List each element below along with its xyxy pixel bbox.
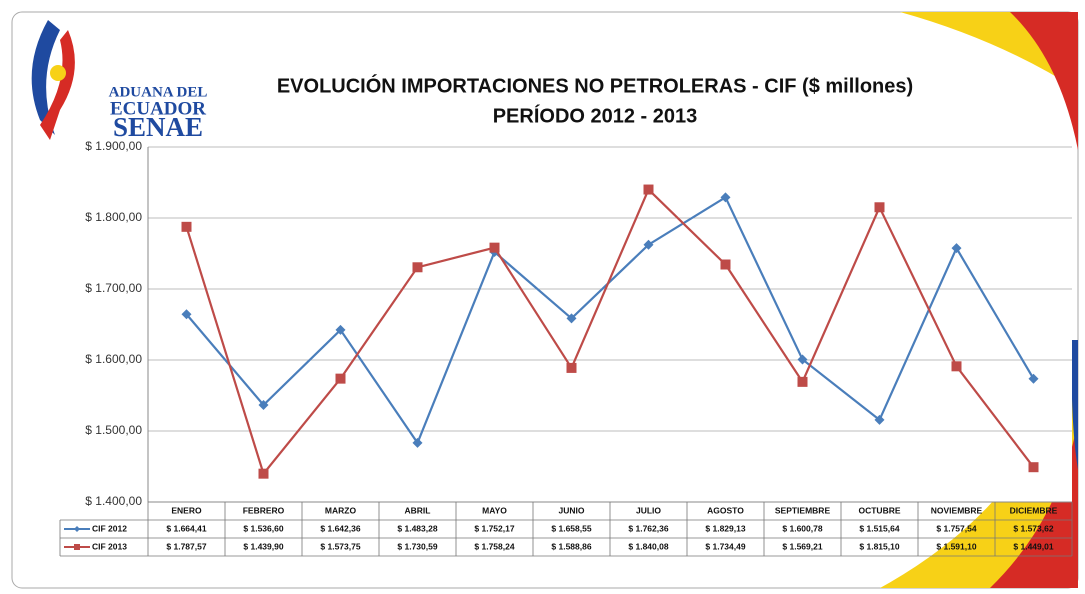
logo-sun bbox=[50, 65, 66, 81]
data-label: $ 1.787,57 bbox=[166, 541, 206, 551]
logo-text: SENAE bbox=[113, 112, 203, 142]
x-tick-label: OCTUBRE bbox=[858, 505, 900, 515]
x-tick-label: JUNIO bbox=[559, 505, 585, 515]
point bbox=[875, 202, 885, 212]
y-tick-label: $ 1.400,00 bbox=[85, 494, 142, 508]
plot-area bbox=[148, 147, 1072, 502]
y-tick-label: $ 1.900,00 bbox=[85, 139, 142, 153]
point bbox=[490, 243, 500, 253]
data-label: $ 1.730,59 bbox=[397, 541, 437, 551]
data-label: $ 1.573,62 bbox=[1013, 523, 1053, 533]
point bbox=[798, 377, 808, 387]
point bbox=[74, 544, 80, 550]
data-label: $ 1.573,75 bbox=[320, 541, 360, 551]
data-label: $ 1.840,08 bbox=[628, 541, 668, 551]
x-tick-label: ENERO bbox=[171, 505, 202, 515]
point bbox=[567, 363, 577, 373]
data-label: $ 1.762,36 bbox=[628, 523, 668, 533]
point bbox=[259, 469, 269, 479]
data-label: $ 1.591,10 bbox=[936, 541, 976, 551]
data-label: $ 1.734,49 bbox=[705, 541, 745, 551]
data-label: $ 1.829,13 bbox=[705, 523, 745, 533]
point bbox=[644, 185, 654, 195]
chart: ADUANA DEL ECUADOR SENAE EVOLUCIÓN IMPOR… bbox=[0, 0, 1085, 594]
data-label: $ 1.536,60 bbox=[243, 523, 283, 533]
x-tick-label: SEPTIEMBRE bbox=[775, 505, 831, 515]
data-label: $ 1.449,01 bbox=[1013, 541, 1053, 551]
point bbox=[413, 262, 423, 272]
chart-title: EVOLUCIÓN IMPORTACIONES NO PETROLERAS - … bbox=[277, 73, 913, 97]
data-label: $ 1.600,78 bbox=[782, 523, 822, 533]
y-tick-label: $ 1.500,00 bbox=[85, 423, 142, 437]
y-tick-label: $ 1.700,00 bbox=[85, 281, 142, 295]
data-label: $ 1.515,64 bbox=[859, 523, 899, 533]
data-label: $ 1.757,54 bbox=[936, 523, 976, 533]
x-tick-label: NOVIEMBRE bbox=[931, 505, 983, 515]
data-label: $ 1.664,41 bbox=[166, 523, 206, 533]
legend-label: CIF 2013 bbox=[92, 541, 127, 551]
x-tick-label: ABRIL bbox=[405, 505, 431, 515]
data-label: $ 1.758,24 bbox=[474, 541, 514, 551]
x-tick-label: FEBRERO bbox=[243, 505, 285, 515]
page: ADUANA DEL ECUADOR SENAE EVOLUCIÓN IMPOR… bbox=[0, 0, 1085, 594]
point bbox=[721, 260, 731, 270]
x-tick-label: JULIO bbox=[636, 505, 661, 515]
data-label: $ 1.658,55 bbox=[551, 523, 591, 533]
y-tick-label: $ 1.800,00 bbox=[85, 210, 142, 224]
x-tick-label: DICIEMBRE bbox=[1010, 505, 1058, 515]
point bbox=[336, 374, 346, 384]
x-tick-label: MAYO bbox=[482, 505, 507, 515]
data-label: $ 1.752,17 bbox=[474, 523, 514, 533]
point bbox=[1029, 462, 1039, 472]
point bbox=[182, 222, 192, 232]
x-tick-label: AGOSTO bbox=[707, 505, 744, 515]
data-label: $ 1.439,90 bbox=[243, 541, 283, 551]
data-label: $ 1.642,36 bbox=[320, 523, 360, 533]
data-label: $ 1.815,10 bbox=[859, 541, 899, 551]
data-label: $ 1.483,28 bbox=[397, 523, 437, 533]
y-tick-label: $ 1.600,00 bbox=[85, 352, 142, 366]
data-label: $ 1.588,86 bbox=[551, 541, 591, 551]
x-tick-label: MARZO bbox=[325, 505, 357, 515]
chart-subtitle: PERÍODO 2012 - 2013 bbox=[493, 104, 698, 127]
point bbox=[952, 361, 962, 371]
data-label: $ 1.569,21 bbox=[782, 541, 822, 551]
legend-label: CIF 2012 bbox=[92, 523, 127, 533]
